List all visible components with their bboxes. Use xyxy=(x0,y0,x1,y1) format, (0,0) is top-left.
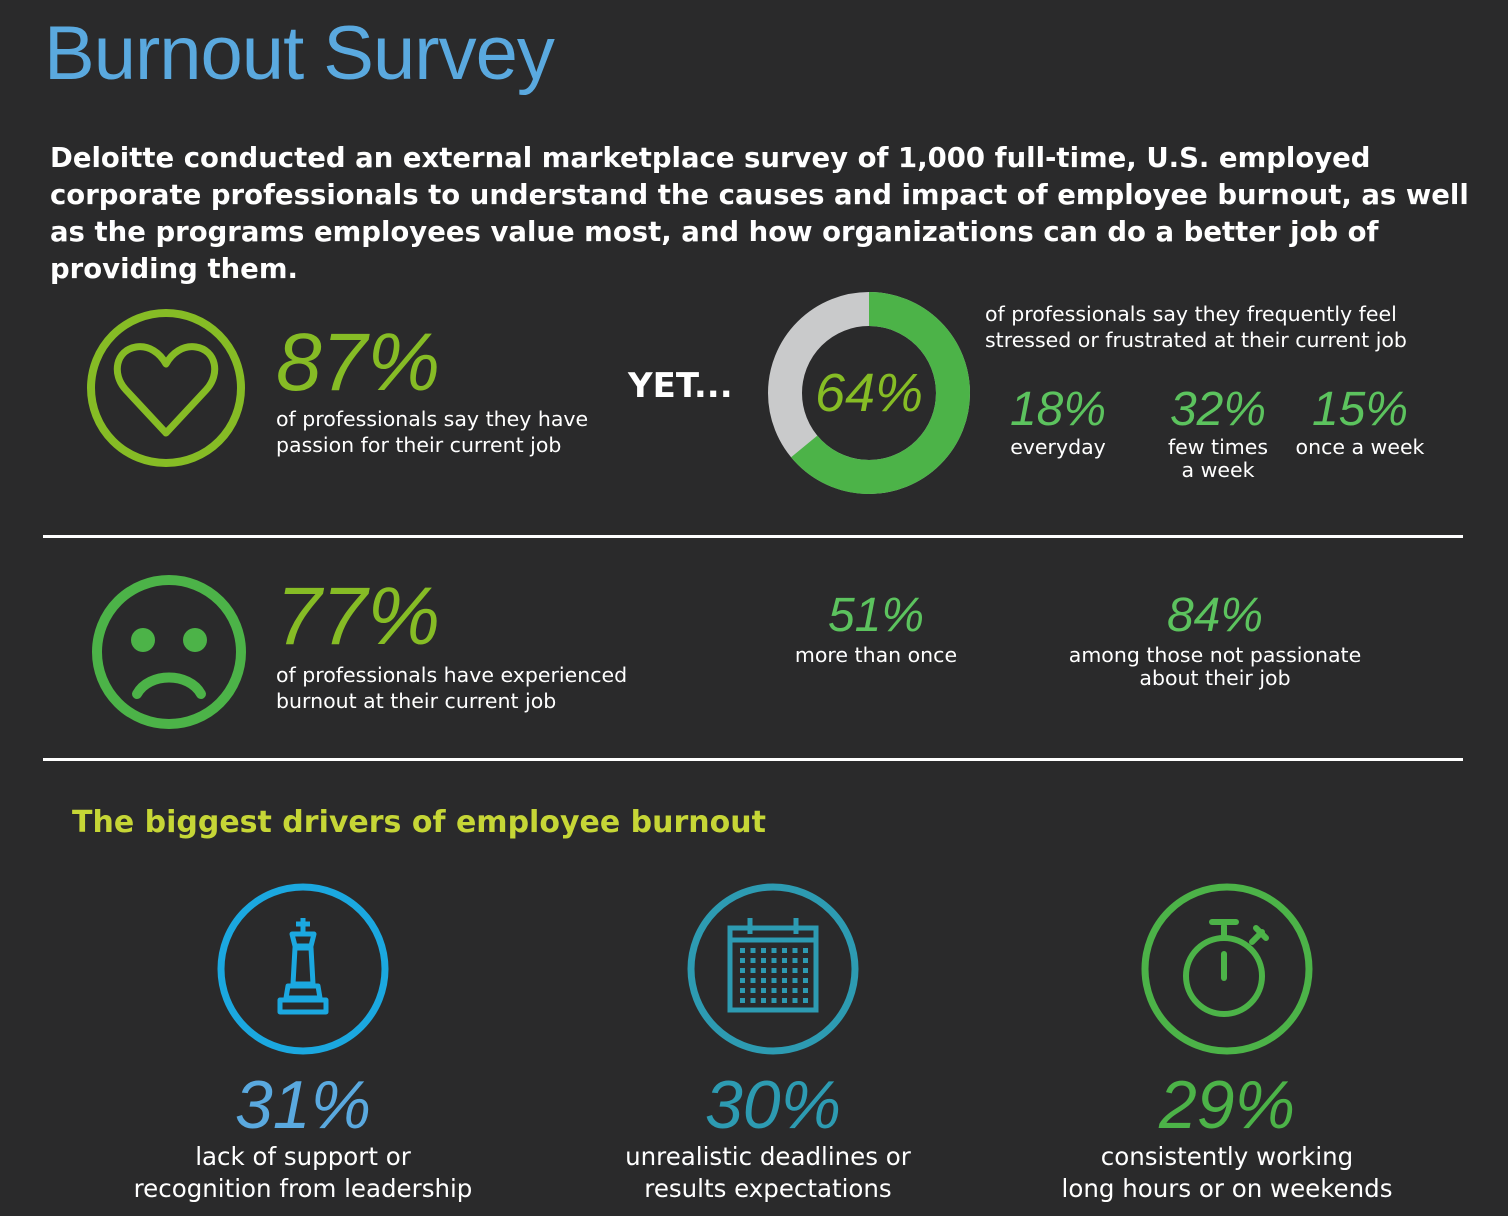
drivers-heading: The biggest drivers of employee burnout xyxy=(72,805,766,840)
calendar-day-dot xyxy=(782,948,787,953)
passion-desc-line1: of professionals say they have xyxy=(276,407,589,431)
page-title: Burnout Survey xyxy=(44,11,555,96)
calendar-day-dot xyxy=(761,988,766,993)
passion-percent: 87% xyxy=(276,317,441,408)
calendar-day-dot xyxy=(750,958,756,963)
calendar-day-dot xyxy=(782,988,787,993)
passion-desc-line2: passion for their current job xyxy=(276,433,562,457)
stress-desc-line1: of professionals say they frequently fee… xyxy=(985,302,1397,326)
more-than-once-label: more than once xyxy=(794,643,958,667)
calendar-day-dot xyxy=(740,948,745,953)
calendar-day-dot xyxy=(761,978,766,983)
calendar-day-dot xyxy=(750,988,756,993)
calendar-day-dot xyxy=(750,948,756,953)
breakdown-few-times-label1: few times xyxy=(1167,435,1269,459)
calendar-day-dot xyxy=(761,958,766,963)
burnout-desc-line1: of professionals have experienced xyxy=(276,663,628,687)
calendar-day-dot xyxy=(740,968,745,973)
driver-3-line1: consistently working xyxy=(1100,1142,1354,1171)
calendar-day-dot xyxy=(803,998,808,1003)
calendar-day-dot xyxy=(771,998,777,1003)
calendar-day-dot xyxy=(740,978,745,983)
calendar-day-dot xyxy=(761,998,766,1003)
calendar-day-dot xyxy=(750,998,756,1003)
not-passionate-label1: among those not passionate xyxy=(1068,643,1362,667)
stopwatch-icon xyxy=(1141,883,1313,1055)
calendar-day-dot xyxy=(750,968,756,973)
not-passionate-value: 84% xyxy=(1166,589,1264,642)
calendar-day-dot xyxy=(803,988,808,993)
calendar-day-dot xyxy=(803,948,808,953)
calendar-day-dot xyxy=(782,978,787,983)
calendar-day-dot xyxy=(740,988,745,993)
driver-1-line2: recognition from leadership xyxy=(133,1174,473,1203)
driver-2-line2: results expectations xyxy=(644,1174,892,1203)
breakdown-few-times-label2: a week xyxy=(1181,458,1255,482)
chess-king-icon xyxy=(217,883,389,1055)
intro-paragraph: Deloitte conducted an external marketpla… xyxy=(50,142,1469,285)
calendar-day-dot xyxy=(792,998,798,1003)
calendar-day-dot xyxy=(792,968,798,973)
more-than-once-value: 51% xyxy=(827,589,925,642)
driver-3-line2: long hours or on weekends xyxy=(1061,1174,1393,1203)
breakdown-everyday-label: everyday xyxy=(1010,435,1106,459)
calendar-day-dot xyxy=(771,958,777,963)
calendar-day-dot xyxy=(792,988,798,993)
calendar-day-dot xyxy=(740,958,745,963)
driver-3-value: 29% xyxy=(1158,1067,1296,1143)
calendar-day-dot xyxy=(761,948,766,953)
calendar-day-dot xyxy=(750,978,756,983)
calendar-day-dot xyxy=(782,968,787,973)
calendar-day-dot xyxy=(740,998,745,1003)
calendar-day-dot xyxy=(792,978,798,983)
not-passionate-label2: about their job xyxy=(1139,666,1291,690)
stress-desc-line2: stressed or frustrated at their current … xyxy=(985,328,1407,352)
sad-face-icon xyxy=(92,575,246,729)
breakdown-everyday-value: 18% xyxy=(1009,383,1107,436)
calendar-day-dot xyxy=(803,978,808,983)
driver-1-line1: lack of support or xyxy=(195,1142,411,1171)
burnout-desc-line2: burnout at their current job xyxy=(276,689,557,713)
calendar-day-dot xyxy=(782,998,787,1003)
calendar-day-dot xyxy=(771,988,777,993)
calendar-day-dot xyxy=(792,958,798,963)
calendar-day-dot xyxy=(771,948,777,953)
breakdown-weekly-label: once a week xyxy=(1295,435,1425,459)
breakdown-weekly-value: 15% xyxy=(1311,383,1409,436)
heart-icon xyxy=(87,309,245,467)
calendar-day-dot xyxy=(803,968,808,973)
divider-top xyxy=(43,535,1463,538)
yet-label: YET... xyxy=(628,366,733,406)
calendar-day-dot xyxy=(771,978,777,983)
calendar-day-dot xyxy=(771,968,777,973)
calendar-day-dot xyxy=(782,958,787,963)
burnout-percent: 77% xyxy=(276,571,441,662)
calendar-day-dot xyxy=(792,948,798,953)
calendar-day-dot xyxy=(761,968,766,973)
divider-bottom xyxy=(43,758,1463,761)
stress-donut-chart xyxy=(768,292,970,494)
calendar-day-dot xyxy=(803,958,808,963)
driver-2-line1: unrealistic deadlines or xyxy=(625,1142,911,1171)
stress-percent: 64% xyxy=(814,363,924,423)
driver-1-value: 31% xyxy=(234,1067,372,1143)
calendar-icon xyxy=(687,883,859,1055)
breakdown-few-times-value: 32% xyxy=(1169,383,1267,436)
donut-value-arc xyxy=(768,292,970,494)
driver-2-value: 30% xyxy=(704,1067,842,1143)
